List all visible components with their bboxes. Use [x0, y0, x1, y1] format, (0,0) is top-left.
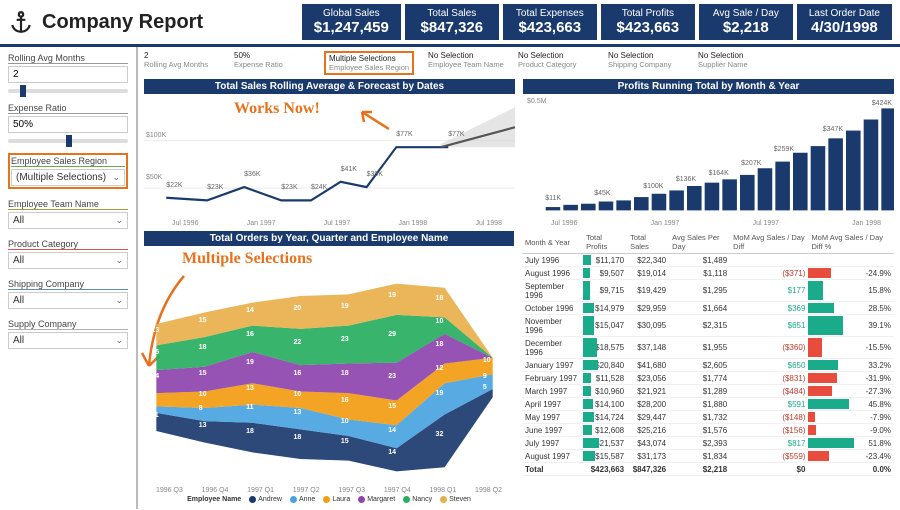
legend-item[interactable]: Margaret	[358, 496, 395, 503]
slicer-expense: Expense Ratio	[8, 103, 128, 143]
chevron-down-icon: ⌄	[115, 335, 123, 346]
orders-chart: Total Orders by Year, Quarter and Employ…	[144, 231, 514, 505]
sales-chart-area[interactable]: Works Now! $22K$23K$36K$23K$24K$41K$39K$…	[144, 94, 515, 227]
expense-input[interactable]	[8, 116, 128, 133]
table-row[interactable]: July 1997$21,537$43,074$2,393$81751.8%	[522, 437, 894, 450]
table-row[interactable]: September 1996$9,715$19,429$1,295$17715.…	[522, 280, 894, 302]
legend-item[interactable]: Andrew	[249, 496, 282, 503]
slicer-supply: Supply Company All⌄	[8, 319, 128, 349]
table-total: Total$423,663$847,326$2,218$00.0%	[522, 463, 894, 476]
slicer-category: Product Category All⌄	[8, 239, 128, 269]
logo-block: Company Report	[8, 9, 203, 35]
table-row[interactable]: December 1996$18,575$37,148$1,955($360)-…	[522, 337, 894, 359]
profits-chart: Profits Running Total by Month & Year $0…	[523, 79, 894, 227]
legend-item[interactable]: Anne	[290, 496, 315, 503]
table-row[interactable]: February 1997$11,528$23,056$1,774($831)-…	[522, 372, 894, 385]
sidebar: Rolling Avg Months Expense Ratio Employe…	[0, 47, 138, 509]
legend-item[interactable]: Steven	[440, 496, 471, 503]
table-row[interactable]: March 1997$10,960$21,921$1,289($484)-27.…	[522, 385, 894, 398]
slicer-team: Employee Team Name All⌄	[8, 199, 128, 229]
filter-cell: 2Rolling Avg Months	[144, 51, 220, 75]
slicer-shipping: Shipping Company All⌄	[8, 279, 128, 309]
rolling-input[interactable]	[8, 66, 128, 83]
shipping-dropdown[interactable]: All⌄	[8, 292, 128, 309]
kpi-card: Total Profits$423,663	[601, 4, 695, 40]
anchor-icon	[8, 9, 34, 35]
supply-dropdown[interactable]: All⌄	[8, 332, 128, 349]
profits-bars-svg	[523, 94, 894, 227]
stream-svg	[144, 268, 514, 487]
sales-line-svg	[144, 94, 515, 227]
region-dropdown[interactable]: (Multiple Selections)⌄	[11, 169, 125, 186]
data-table[interactable]: Month & YearTotal ProfitsTotal SalesAvg …	[522, 231, 894, 505]
kpi-card: Total Sales$847,326	[405, 4, 499, 40]
table-row[interactable]: July 1996$11,170$22,340$1,489	[522, 254, 894, 267]
table-row[interactable]: November 1996$15,047$30,095$2,315$65139.…	[522, 315, 894, 337]
orders-legend: Employee NameAndrewAnneLauraMargaretNanc…	[144, 494, 514, 505]
table-row[interactable]: August 1997$15,587$31,173$1,834($559)-23…	[522, 450, 894, 463]
report-title: Company Report	[42, 11, 203, 34]
chevron-down-icon: ⌄	[115, 295, 123, 306]
arrow-icon	[354, 104, 394, 134]
table-row[interactable]: June 1997$12,608$25,216$1,576($156)-9.0%	[522, 424, 894, 437]
orders-stream-area[interactable]: 1148141513138101518151811131916141813101…	[144, 268, 514, 487]
slicer-region: Employee Sales Region (Multiple Selectio…	[8, 153, 128, 189]
kpi-card: Total Expenses$423,663	[503, 4, 597, 40]
kpi-card: Last Order Date4/30/1998	[797, 4, 892, 40]
team-dropdown[interactable]: All⌄	[8, 212, 128, 229]
table-row[interactable]: August 1996$9,507$19,014$1,118($371)-24.…	[522, 267, 894, 280]
chevron-down-icon: ⌄	[112, 172, 120, 183]
expense-slider[interactable]	[8, 139, 128, 143]
filter-cell: No SelectionSupplier Name	[698, 51, 774, 75]
kpi-row: Global Sales$1,247,459Total Sales$847,32…	[302, 4, 892, 40]
legend-item[interactable]: Laura	[323, 496, 350, 503]
table-row[interactable]: May 1997$14,724$29,447$1,732($148)-7.9%	[522, 411, 894, 424]
filter-cell: Multiple SelectionsEmployee Sales Region	[324, 51, 414, 75]
kpi-card: Avg Sale / Day$2,218	[699, 4, 793, 40]
kpi-card: Global Sales$1,247,459	[302, 4, 401, 40]
annotation-multiple: Multiple Selections	[182, 250, 514, 268]
annotation-works: Works Now!	[234, 100, 320, 118]
table-row[interactable]: January 1997$20,840$41,680$2,605$65033.2…	[522, 359, 894, 372]
filter-cell: No SelectionProduct Category	[518, 51, 594, 75]
header: Company Report Global Sales$1,247,459Tot…	[0, 0, 900, 47]
table-row[interactable]: October 1996$14,979$29,959$1,664$36928.5…	[522, 302, 894, 315]
chevron-down-icon: ⌄	[115, 255, 123, 266]
filter-cell: No SelectionShipping Company	[608, 51, 684, 75]
filter-cell: No SelectionEmployee Team Name	[428, 51, 504, 75]
profits-chart-area[interactable]: $0.5M $11K$45K$100K$136K$164K$207K$259K$…	[523, 94, 894, 227]
slicer-rolling: Rolling Avg Months	[8, 53, 128, 93]
table-row[interactable]: April 1997$14,100$28,200$1,880$59145.8%	[522, 398, 894, 411]
chevron-down-icon: ⌄	[115, 215, 123, 226]
main-area: 2Rolling Avg Months 50%Expense Ratio Multi…	[138, 47, 900, 509]
filter-cell: 50%Expense Ratio	[234, 51, 310, 75]
filters-row: 2Rolling Avg Months 50%Expense Ratio Multi…	[144, 51, 894, 75]
legend-item[interactable]: Nancy	[403, 496, 432, 503]
category-dropdown[interactable]: All⌄	[8, 252, 128, 269]
rolling-slider[interactable]	[8, 89, 128, 93]
sales-chart: Total Sales Rolling Average & Forecast b…	[144, 79, 515, 227]
